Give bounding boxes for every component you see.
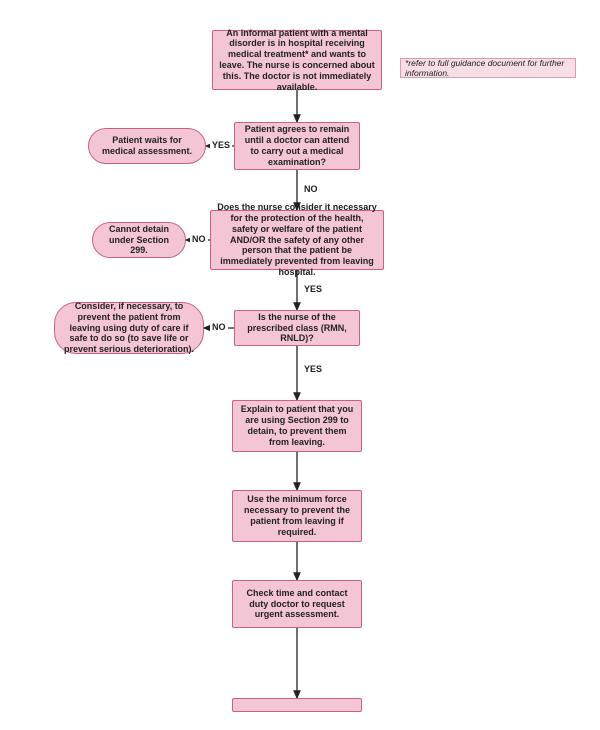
flow-node-n2: Patient agrees to remain until a doctor … — [234, 122, 360, 170]
flow-node-n4: Does the nurse consider it necessary for… — [210, 210, 384, 270]
edge-label-n4-n5: NO — [190, 234, 208, 244]
flow-node-n3: Patient waits for medical assessment. — [88, 128, 206, 164]
flow-node-n5: Cannot detain under Section 299. — [92, 222, 186, 258]
flow-node-n6: Is the nurse of the prescribed class (RM… — [234, 310, 360, 346]
flow-node-n10: Check time and contact duty doctor to re… — [232, 580, 362, 628]
edge-label-n4-n6: YES — [302, 284, 324, 294]
flow-node-n7: Consider, if necessary, to prevent the p… — [54, 302, 204, 354]
flow-node-n11 — [232, 698, 362, 712]
flowchart-canvas: An informal patient with a mental disord… — [0, 0, 600, 730]
footnote: *refer to full guidance document for fur… — [400, 58, 576, 78]
edge-label-n6-n7: NO — [210, 322, 228, 332]
footnote-text: *refer to full guidance document for fur… — [405, 58, 571, 78]
edge-label-n6-n8: YES — [302, 364, 324, 374]
edge-label-n2-n3: YES — [210, 140, 232, 150]
flow-node-n8: Explain to patient that you are using Se… — [232, 400, 362, 452]
edge-label-n2-n4: NO — [302, 184, 320, 194]
flow-node-n9: Use the minimum force necessary to preve… — [232, 490, 362, 542]
flow-node-n1: An informal patient with a mental disord… — [212, 30, 382, 90]
